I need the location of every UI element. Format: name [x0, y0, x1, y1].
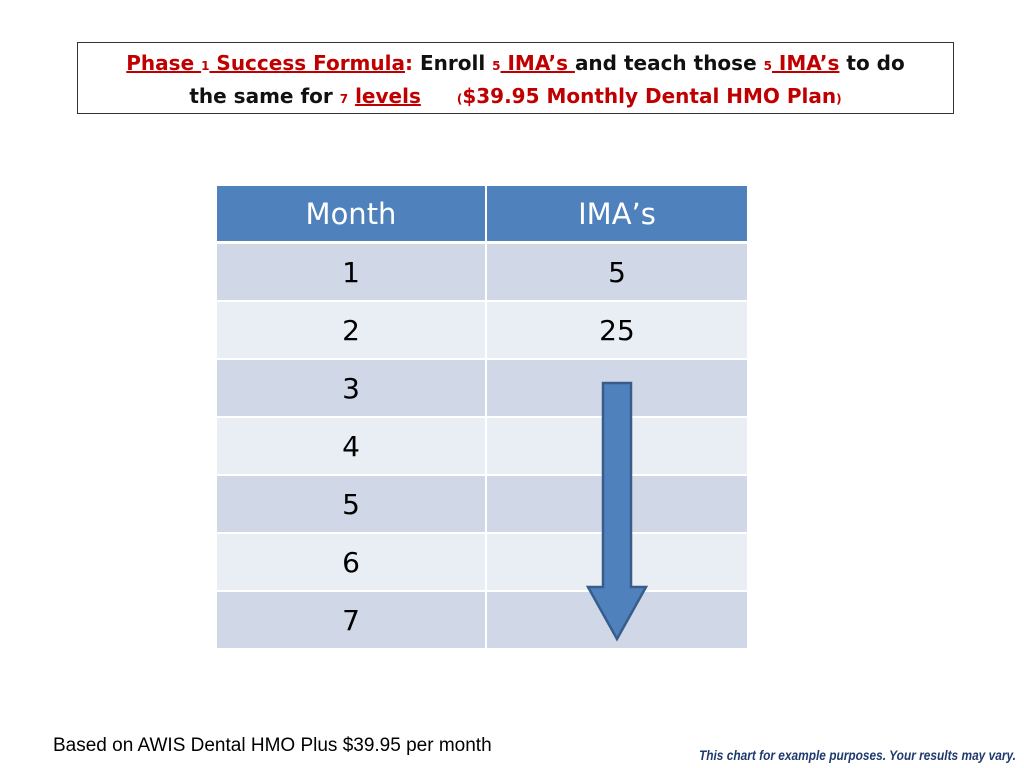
title-number-7: 7	[339, 92, 349, 106]
cell-month: 1	[217, 244, 487, 302]
header-imas: IMA’s	[487, 186, 747, 244]
table-row: 6	[217, 534, 747, 592]
title-enroll: Enroll	[419, 51, 493, 75]
title-number-5a: 5	[492, 59, 501, 73]
table-row: 1 5	[217, 244, 747, 302]
table-row: 4	[217, 418, 747, 476]
title-imas-b: IMA’s	[771, 51, 840, 75]
title-colon: :	[405, 51, 420, 75]
table-row: 7	[217, 592, 747, 650]
cell-month: 2	[217, 302, 487, 360]
cell-month: 5	[217, 476, 487, 534]
title-teach: and teach those	[574, 51, 764, 75]
footnote-disclaimer: This chart for example purposes. Your re…	[698, 747, 1016, 763]
table-row: 3	[217, 360, 747, 418]
title-imas-a: IMA’s	[500, 51, 575, 75]
cell-month: 7	[217, 592, 487, 650]
title-same-for: the same for	[189, 84, 340, 108]
title-phase-word: Phase	[126, 51, 202, 75]
title-to-do: to do	[839, 51, 905, 75]
table-row: 5	[217, 476, 747, 534]
footnote-left: Based on AWIS Dental HMO Plus $39.95 per…	[53, 735, 492, 756]
title-phase-number: 1	[201, 59, 210, 73]
table-header-row: Month IMA’s	[217, 186, 747, 244]
title-line-2: the same for 7 levels ($39.95 Monthly Den…	[78, 81, 953, 114]
title-number-5b: 5	[763, 59, 772, 73]
down-arrow-shape	[585, 381, 649, 642]
title-paren-close: )	[836, 92, 842, 106]
title-line-1: Phase 1 Success Formula: Enroll 5 IMA’s …	[78, 48, 953, 81]
cell-imas: 5	[487, 244, 747, 302]
down-arrow-icon	[585, 381, 649, 642]
header-month: Month	[217, 186, 487, 244]
cell-imas: 25	[487, 302, 747, 360]
cell-month: 6	[217, 534, 487, 592]
title-success-formula: Success Formula	[209, 51, 405, 75]
title-box: Phase 1 Success Formula: Enroll 5 IMA’s …	[77, 42, 954, 114]
title-paren-open: (	[456, 92, 463, 106]
cell-month: 4	[217, 418, 487, 476]
title-levels: levels	[355, 84, 421, 108]
ima-table: Month IMA’s 1 5 2 25 3 4 5 6 7	[217, 186, 747, 650]
table-row: 2 25	[217, 302, 747, 360]
cell-month: 3	[217, 360, 487, 418]
title-plan: $39.95 Monthly Dental HMO Plan	[462, 84, 837, 108]
